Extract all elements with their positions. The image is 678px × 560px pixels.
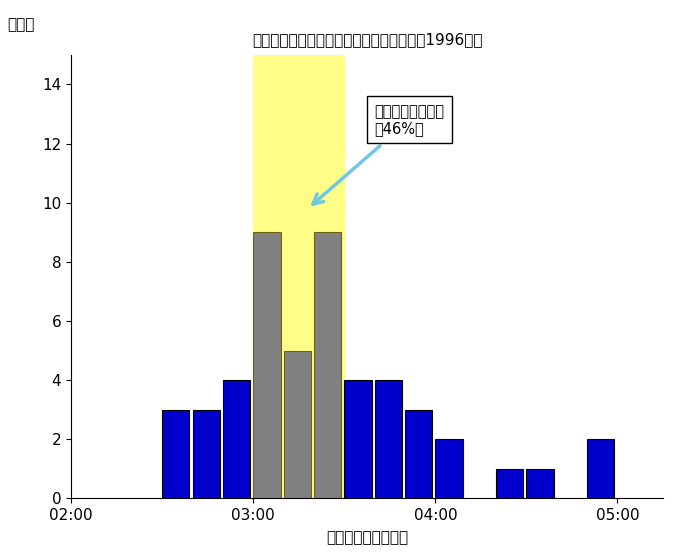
Bar [223,380,250,498]
Bar [162,410,189,498]
Bar [193,410,220,498]
Title: パフォーマンス時間ごとの歌手数の分布（1996年）: パフォーマンス時間ごとの歌手数の分布（1996年） [252,32,482,47]
Bar [253,232,281,498]
Bar [405,410,433,498]
Bar [283,351,311,498]
Bar [314,232,341,498]
X-axis label: パフォーマンス時間: パフォーマンス時間 [326,530,408,545]
Bar [344,380,372,498]
Bar [435,439,462,498]
Bar [375,380,402,498]
Bar [253,55,344,498]
Text: このあたりが多い
（46%）: このあたりが多い （46%） [313,104,445,204]
Bar [526,469,554,498]
Bar [587,439,614,498]
Bar [496,469,523,498]
Text: 歌手数: 歌手数 [7,17,34,32]
